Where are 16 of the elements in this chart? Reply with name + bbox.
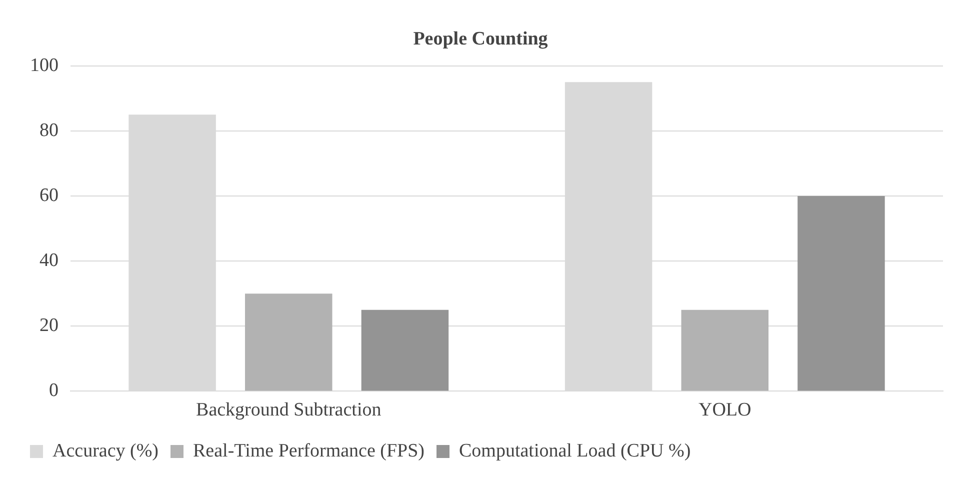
legend-label: Computational Load (CPU %) [459, 440, 691, 462]
bar [798, 196, 885, 391]
y-tick-label: 100 [30, 54, 58, 76]
legend-label: Accuracy (%) [52, 440, 159, 462]
x-tick-label: YOLO [698, 400, 752, 421]
bar [681, 310, 768, 391]
y-tick-label: 20 [40, 315, 58, 336]
chart-title: People Counting [413, 28, 548, 50]
x-tick-label: Background Subtraction [196, 400, 382, 421]
bar [361, 310, 449, 391]
y-tick-label: 0 [49, 380, 58, 402]
legend-label: Real-Time Performance (FPS) [193, 440, 425, 462]
y-tick-label: 60 [40, 184, 58, 206]
y-tick-label: 80 [40, 120, 58, 141]
bar [245, 294, 332, 391]
y-tick-label: 40 [40, 250, 58, 272]
